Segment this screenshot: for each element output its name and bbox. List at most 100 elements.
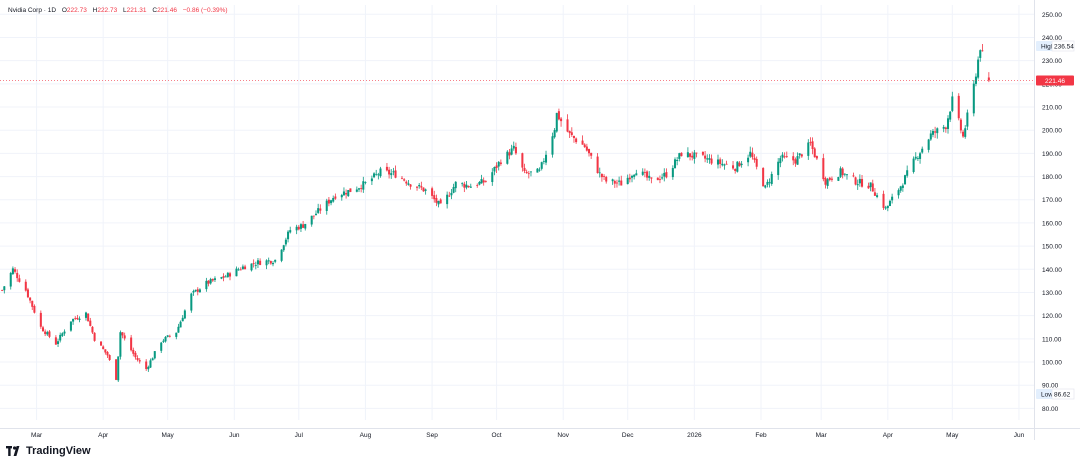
x-tick-label: Aug [360,432,372,439]
candle-body [815,156,818,159]
candle-body [91,326,94,333]
candle-body [190,293,193,311]
candle-body [461,183,464,185]
candle-body [469,186,472,188]
candle-body [282,245,285,251]
candle-body [237,269,240,271]
candle-body [448,195,451,197]
candle-body [304,223,307,229]
y-tick-label: 130.00 [1042,290,1062,297]
candle-body [183,310,186,319]
candle-body [465,184,468,188]
candle-body [914,156,917,159]
low-label: Low [1041,392,1053,399]
candle-body [160,342,163,351]
x-tick-label: Oct [492,432,502,439]
y-tick-label: 210.00 [1042,105,1062,112]
candle-body [235,268,238,277]
candle-body [287,231,290,240]
candle-body [310,215,313,225]
candle-body [792,156,795,161]
candle-body [168,335,171,337]
candle-body [570,132,573,136]
candle-body [480,179,483,184]
candle-body [839,168,842,177]
candle-body [508,152,511,156]
candle-body [583,144,586,148]
candle-body [708,158,711,160]
candle-body [194,289,197,292]
candle-body [416,186,419,188]
candle-body [749,151,752,157]
x-tick-label: May [162,432,175,439]
candle-body [871,183,874,192]
candle-body [452,187,455,193]
candle-body [134,352,137,358]
y-tick-label: 230.00 [1042,58,1062,65]
open-value: 222.73 [66,7,87,14]
candle-body [981,50,984,52]
candle-body [41,327,45,332]
candle-body [626,177,629,185]
candle-body [357,188,361,190]
candle-body [497,161,500,167]
candle-body [385,166,388,171]
tradingview-branding[interactable]: TradingView [6,445,91,457]
candle-body [553,130,556,138]
candle-body [181,317,184,322]
candle-body [572,136,575,138]
candle-body [491,172,494,183]
candle-body [347,190,350,197]
candle-body [241,266,244,270]
candle-body [312,215,315,217]
candle-body [809,142,812,144]
candle-body [46,332,49,335]
candle-body [314,213,318,216]
candle-body [115,359,118,380]
candle-body [222,276,225,278]
candle-body [828,177,831,180]
candle-body [959,119,962,131]
candle-body [271,262,275,265]
candle-body [762,168,765,187]
candle-body [87,313,90,322]
candle-body [450,192,453,196]
candle-body [327,199,330,204]
candle-body [405,181,408,184]
candle-body [342,191,345,196]
candle-body [14,269,17,272]
candle-body [108,355,111,360]
candle-body [888,200,891,206]
candle-body [557,111,560,120]
y-tick-label: 140.00 [1042,267,1062,274]
candle-body [587,149,591,154]
candle-body [630,175,634,178]
candle-body [424,189,427,191]
candle-body [779,158,782,164]
candle-body [822,158,825,180]
candle-body [783,156,786,158]
high-label: H [92,7,98,14]
candle-body [706,158,709,160]
candle-body [437,201,440,205]
candle-body [439,199,442,204]
candle-body [673,159,677,169]
candle-body [136,358,139,360]
candle-body [544,154,548,163]
x-tick-label: Jul [295,432,304,439]
x-tick-label: Sep [426,432,438,439]
candle-body [884,207,887,209]
x-tick-label: Apr [98,432,109,439]
low-label: L [123,7,127,14]
candle-body [671,168,674,178]
open-label: O [61,7,67,14]
low-value: 221.31 [126,7,147,14]
y-tick-label: 110.00 [1042,336,1062,343]
candle-body [931,130,934,135]
candle-body [794,159,797,164]
candle-body [431,188,434,196]
candle-body [446,194,449,205]
candle-body [345,193,348,195]
